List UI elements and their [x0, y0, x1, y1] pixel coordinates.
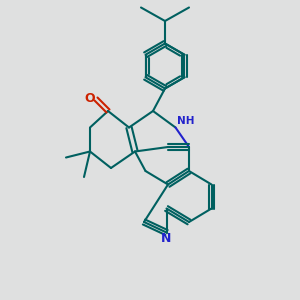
Text: O: O: [84, 92, 95, 105]
Text: N: N: [161, 232, 171, 245]
Text: NH: NH: [177, 116, 195, 126]
